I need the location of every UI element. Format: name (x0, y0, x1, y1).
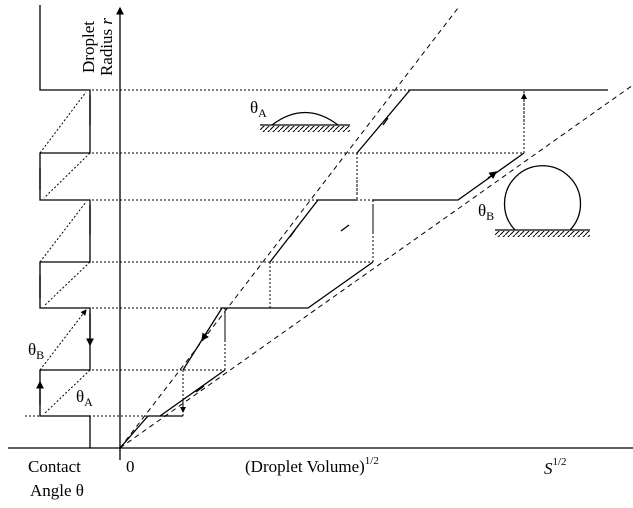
guide-lines (25, 7, 633, 449)
angle-label: θA (76, 387, 93, 409)
axis-label: Droplet (79, 21, 98, 73)
origin-label: 0 (126, 457, 135, 476)
axis-label: Angle θ (30, 481, 84, 500)
axis-label: (Droplet Volume)1/2 (245, 455, 379, 476)
axis-label: Contact (28, 457, 81, 476)
axis-label: S1/2 (544, 456, 567, 478)
contact-angle-curve (40, 5, 90, 448)
radius-curve (119, 90, 608, 449)
axes (8, 6, 633, 460)
droplet-icons (260, 112, 590, 237)
angle-label: θB (28, 340, 44, 362)
angle-label: θB (478, 201, 494, 223)
axis-label: Radius r (97, 18, 116, 76)
angle-label: θA (250, 98, 267, 120)
